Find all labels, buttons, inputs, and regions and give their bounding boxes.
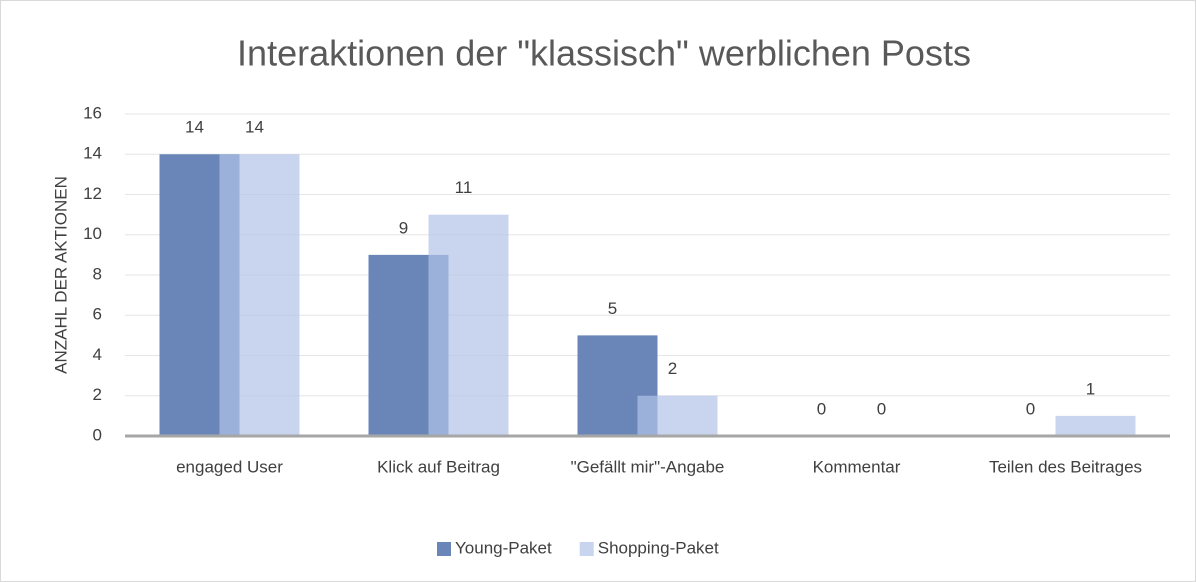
x-tick-label: Kommentar xyxy=(813,457,901,476)
legend-swatch xyxy=(579,542,594,556)
legend-swatch xyxy=(437,542,451,556)
x-tick-label: Klick auf Beitrag xyxy=(377,457,500,476)
y-tick-label: 12 xyxy=(83,184,102,203)
data-label: 14 xyxy=(185,118,204,137)
bar xyxy=(1055,415,1136,436)
y-tick-label: 0 xyxy=(93,425,102,444)
data-label: 0 xyxy=(817,399,826,418)
data-label: 1 xyxy=(1086,379,1095,398)
y-tick-label: 6 xyxy=(93,305,102,324)
x-tick-label: engaged User xyxy=(176,457,283,476)
y-tick-label: 4 xyxy=(93,345,102,364)
bar xyxy=(637,395,718,436)
x-tick-label: Teilen des Beitrages xyxy=(989,457,1142,476)
legend-label: Shopping-Paket xyxy=(598,538,719,557)
y-tick-label: 2 xyxy=(93,385,102,404)
data-label: 2 xyxy=(668,359,677,378)
data-label: 5 xyxy=(608,299,617,318)
legend-label: Young-Paket xyxy=(455,538,552,557)
data-label: 14 xyxy=(245,118,264,137)
y-tick-label: 14 xyxy=(83,144,102,163)
bar xyxy=(219,154,300,436)
y-tick-label: 8 xyxy=(93,264,102,283)
x-tick-label: "Gefällt mir"-Angabe xyxy=(571,457,725,476)
bar xyxy=(428,214,509,436)
data-label: 9 xyxy=(399,218,408,237)
data-label: 0 xyxy=(1026,399,1035,418)
chart-title: Interaktionen der "klassisch" werblichen… xyxy=(237,33,971,74)
data-label: 0 xyxy=(877,399,886,418)
y-tick-label: 10 xyxy=(83,224,102,243)
y-tick-label: 16 xyxy=(83,103,102,122)
y-axis-label: ANZAHL DER AKTIONEN xyxy=(51,176,70,374)
data-label: 11 xyxy=(455,178,473,197)
